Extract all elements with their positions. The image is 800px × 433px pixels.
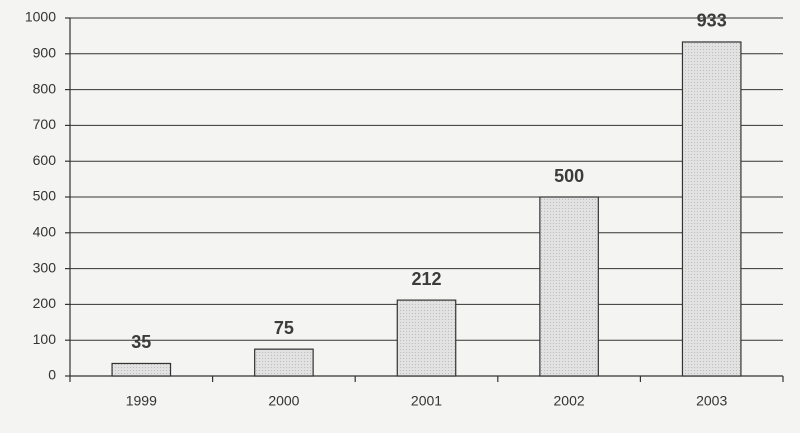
y-tick-label: 300: [33, 259, 57, 275]
x-tick-label: 1999: [126, 393, 157, 409]
bar: [539, 196, 599, 377]
y-tick-label: 100: [33, 331, 57, 347]
value-label: 500: [554, 166, 584, 186]
y-tick-label: 400: [33, 224, 57, 240]
y-tick-label: 700: [33, 116, 57, 132]
y-tick-label: 200: [33, 295, 57, 311]
value-label: 35: [131, 332, 151, 352]
bar: [111, 362, 172, 377]
y-tick-label: 1000: [25, 9, 56, 25]
x-tick-label: 2001: [411, 393, 442, 409]
bar: [254, 348, 314, 377]
y-tick-label: 800: [33, 80, 57, 96]
value-label: 933: [697, 11, 727, 31]
bar: [396, 299, 457, 377]
x-tick-label: 2003: [696, 393, 727, 409]
y-tick-label: 900: [33, 45, 57, 61]
x-tick-label: 2000: [268, 393, 299, 409]
value-label: 75: [274, 318, 294, 338]
bar: [681, 41, 742, 377]
y-tick-label: 600: [33, 152, 57, 168]
y-tick-label: 0: [48, 367, 56, 383]
x-tick-label: 2002: [554, 393, 585, 409]
y-tick-label: 500: [33, 188, 57, 204]
value-label: 212: [411, 269, 441, 289]
